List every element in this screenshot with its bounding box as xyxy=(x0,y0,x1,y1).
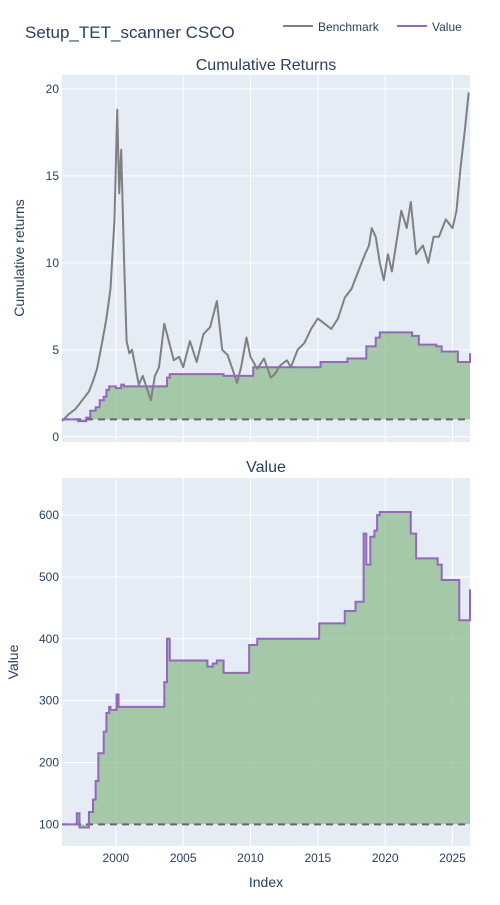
marks-value xyxy=(62,511,471,829)
benchmark-line[interactable] xyxy=(61,92,470,422)
panel-title-cumulative-returns: Cumulative Returns xyxy=(196,57,337,74)
x-tick-label: 2005 xyxy=(170,851,197,865)
legend-label-value: Value xyxy=(432,20,462,34)
x-tick-label: 2015 xyxy=(304,851,331,865)
x-tick-label: 2000 xyxy=(103,851,130,865)
cumulative-returns-panel: Cumulative Returns 0 5 10 15 20 Cumulative r… xyxy=(11,57,471,444)
legend-item-value[interactable]: Value xyxy=(397,20,462,34)
y-tick-label: 100 xyxy=(39,817,59,831)
value-fill-area xyxy=(62,512,470,828)
x-tick-label: 2010 xyxy=(237,851,264,865)
x-tick-label: 2025 xyxy=(439,851,466,865)
legend[interactable]: Benchmark Value xyxy=(283,20,462,34)
y-ticks-cumulative-returns: 0 5 10 15 20 xyxy=(46,82,60,444)
y-axis-label-cumulative-returns: Cumulative returns xyxy=(11,199,27,317)
y-tick-label: 15 xyxy=(46,169,60,183)
figure-title: Setup_TET_scanner CSCO xyxy=(25,23,235,42)
value-panel: Value 100 200 300 400 500 600 2000 2005 2010 201… xyxy=(5,459,471,890)
y-tick-label: 600 xyxy=(39,508,59,522)
y-tick-label: 5 xyxy=(52,343,59,357)
y-tick-label: 20 xyxy=(46,82,60,96)
y-tick-label: 300 xyxy=(39,694,59,708)
y-tick-label: 0 xyxy=(52,430,59,444)
x-axis-label-index: Index xyxy=(249,874,283,890)
value-fill-area xyxy=(62,332,470,422)
y-tick-label: 200 xyxy=(39,756,59,770)
y-axis-label-value: Value xyxy=(5,644,21,679)
y-tick-label: 10 xyxy=(46,256,60,270)
value-line[interactable] xyxy=(62,331,471,423)
value-line[interactable] xyxy=(62,511,471,829)
marks-cumulative-returns xyxy=(61,92,471,423)
y-ticks-value: 100 200 300 400 500 600 xyxy=(39,508,59,831)
legend-label-benchmark: Benchmark xyxy=(318,20,380,34)
legend-item-benchmark[interactable]: Benchmark xyxy=(283,20,380,34)
x-ticks-value: 2000 2005 2010 2015 2020 2025 xyxy=(103,851,467,865)
y-tick-label: 400 xyxy=(39,632,59,646)
x-tick-label: 2020 xyxy=(372,851,399,865)
panel-title-value: Value xyxy=(246,459,286,476)
y-tick-label: 500 xyxy=(39,570,59,584)
